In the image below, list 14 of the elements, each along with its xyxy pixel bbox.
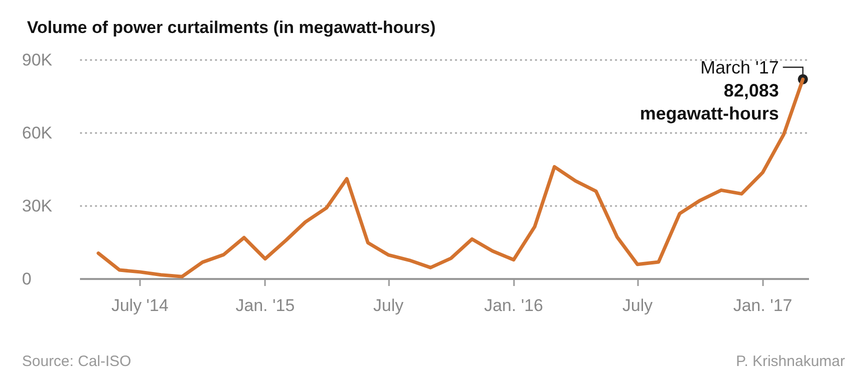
x-tick-label: July '14 [111,296,168,315]
text: P. Krishnakumar [736,353,846,370]
x-tick-label: July [373,296,404,315]
x-tick-label: Jan. '15 [236,296,295,315]
annotation: March '17 82,083 megawatt-hours [640,57,779,124]
y-tick-label: 0 [22,270,32,288]
y-tick-label: 60K [22,124,53,142]
x-tick-label: July [622,296,654,315]
y-tick-label: 90K [22,50,53,70]
chart-title: Volume of power curtailments (in megawatt-hours) [27,18,436,37]
x-tick-label: Jan. '17 [733,296,792,315]
x-tick-label: Jan. '16 [484,296,544,315]
source-note: Source: Cal-ISO [22,353,132,370]
y-tick-label: 30K [22,196,53,216]
